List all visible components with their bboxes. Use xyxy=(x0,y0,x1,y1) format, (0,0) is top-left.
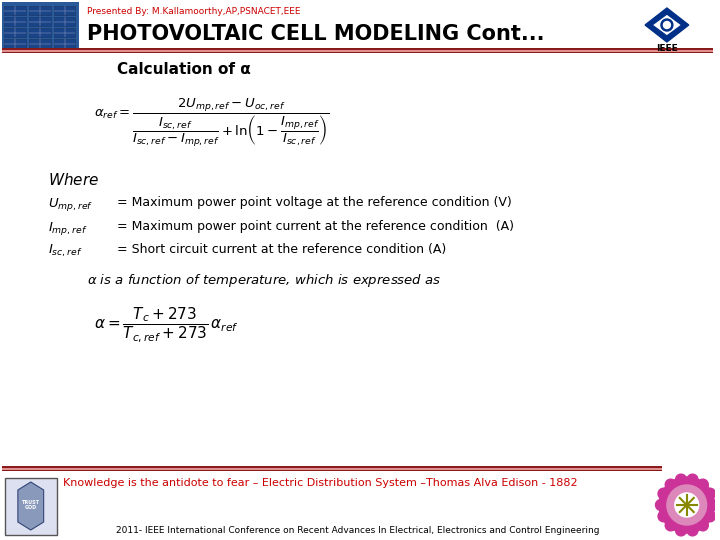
FancyBboxPatch shape xyxy=(29,17,50,26)
Circle shape xyxy=(687,525,698,536)
Circle shape xyxy=(698,479,708,490)
Polygon shape xyxy=(652,14,682,36)
Text: PHOTOVOLTAIC CELL MODELING Cont...: PHOTOVOLTAIC CELL MODELING Cont... xyxy=(87,24,545,44)
Circle shape xyxy=(707,500,718,510)
FancyBboxPatch shape xyxy=(4,6,26,15)
Polygon shape xyxy=(645,8,689,42)
FancyBboxPatch shape xyxy=(53,17,76,26)
Text: $\alpha = \dfrac{T_c + 273}{T_{c,ref} + 273}\,\alpha_{ref}$: $\alpha = \dfrac{T_c + 273}{T_{c,ref} + … xyxy=(94,305,239,344)
Circle shape xyxy=(705,488,716,499)
Circle shape xyxy=(705,511,716,522)
Text: Calculation of α: Calculation of α xyxy=(117,62,251,77)
Text: $\alpha$ is a function of temperature, which is expressed as: $\alpha$ is a function of temperature, w… xyxy=(87,272,441,289)
Text: = Maximum power point current at the reference condition  (A): = Maximum power point current at the ref… xyxy=(117,220,514,233)
FancyBboxPatch shape xyxy=(5,478,57,535)
Polygon shape xyxy=(18,482,44,530)
FancyBboxPatch shape xyxy=(53,6,76,15)
Circle shape xyxy=(663,22,670,29)
FancyBboxPatch shape xyxy=(53,39,76,48)
Circle shape xyxy=(698,520,708,531)
FancyBboxPatch shape xyxy=(2,50,713,52)
Circle shape xyxy=(675,493,698,517)
Circle shape xyxy=(665,520,676,531)
Circle shape xyxy=(687,474,698,485)
Text: TRUST
GOD: TRUST GOD xyxy=(22,500,40,510)
Text: = Maximum power point voltage at the reference condition (V): = Maximum power point voltage at the ref… xyxy=(117,196,512,209)
Text: $I_{sc,ref}$: $I_{sc,ref}$ xyxy=(48,243,82,259)
FancyBboxPatch shape xyxy=(29,39,50,48)
Circle shape xyxy=(659,477,714,533)
Text: $I_{mp,ref}$: $I_{mp,ref}$ xyxy=(48,220,87,237)
Text: Knowledge is the antidote to fear – Electric Distribution System –Thomas Alva Ed: Knowledge is the antidote to fear – Elec… xyxy=(63,478,577,488)
Circle shape xyxy=(665,479,676,490)
Text: Presented By: M.Kallamoorthy,AP,PSNACET,EEE: Presented By: M.Kallamoorthy,AP,PSNACET,… xyxy=(87,7,301,16)
FancyBboxPatch shape xyxy=(4,17,26,26)
FancyBboxPatch shape xyxy=(53,28,76,37)
FancyBboxPatch shape xyxy=(4,28,26,37)
Circle shape xyxy=(658,488,669,499)
Circle shape xyxy=(675,525,686,536)
Text: IEEE: IEEE xyxy=(656,44,678,53)
FancyBboxPatch shape xyxy=(29,6,50,15)
FancyBboxPatch shape xyxy=(2,2,79,50)
FancyBboxPatch shape xyxy=(2,48,713,53)
Text: $\mathit{Where}$: $\mathit{Where}$ xyxy=(48,172,99,188)
Text: $\alpha_{ref} = \dfrac{2U_{mp,ref} - U_{oc,ref}}{\dfrac{I_{sc,ref}}{I_{sc,ref} -: $\alpha_{ref} = \dfrac{2U_{mp,ref} - U_{… xyxy=(94,96,330,148)
Circle shape xyxy=(661,19,673,31)
Circle shape xyxy=(658,511,669,522)
Circle shape xyxy=(667,485,706,525)
Text: 2011- IEEE International Conference on Recent Advances In Electrical, Electronic: 2011- IEEE International Conference on R… xyxy=(115,526,599,535)
FancyBboxPatch shape xyxy=(4,39,26,48)
FancyBboxPatch shape xyxy=(29,28,50,37)
Circle shape xyxy=(675,474,686,485)
Text: = Short circuit current at the reference condition (A): = Short circuit current at the reference… xyxy=(117,243,446,256)
FancyBboxPatch shape xyxy=(2,466,662,471)
FancyBboxPatch shape xyxy=(2,468,662,470)
Text: $U_{mp,ref}$: $U_{mp,ref}$ xyxy=(48,196,93,213)
Circle shape xyxy=(655,500,667,510)
